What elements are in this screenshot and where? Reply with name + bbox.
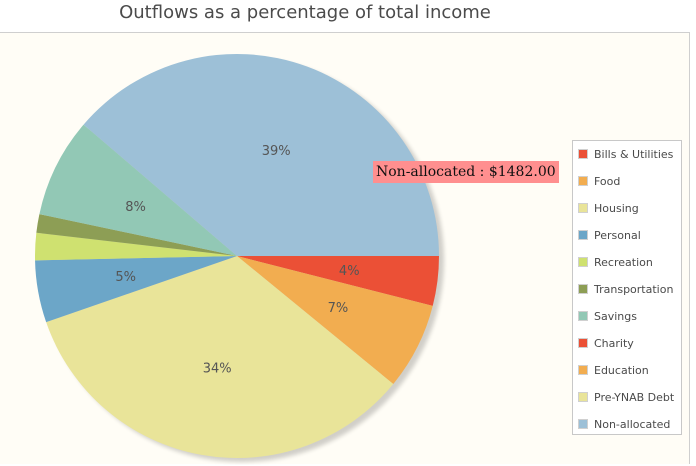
legend-label: Bills & Utilities [594,147,674,161]
legend-swatch [578,365,588,375]
legend-swatch [578,338,588,348]
legend-label: Non-allocated [594,417,671,431]
legend-swatch [578,311,588,321]
legend: Bills & Utilities Food Housing Personal Recr… [572,140,682,435]
legend-label: Education [594,363,649,377]
pie-slice-housing[interactable] [46,256,394,458]
legend-swatch [578,392,588,402]
slice-label-bills-utilities: 4% [339,264,360,279]
pie-chart: 4% 7% 34% 5% 8% 39% [34,53,444,462]
legend-item-pre-ynab-debt[interactable]: Pre-YNAB Debt [578,389,674,405]
legend-label: Transportation [594,282,674,296]
legend-label: Housing [594,201,639,215]
legend-label: Charity [594,336,634,350]
legend-swatch [578,149,588,159]
slice-label-food: 7% [328,301,349,316]
slice-label-personal: 5% [115,270,136,285]
legend-label: Pre-YNAB Debt [594,390,675,404]
legend-swatch [578,203,588,213]
pie-slice-non-allocated[interactable] [83,53,439,256]
legend-item-education[interactable]: Education [578,362,649,378]
legend-item-housing[interactable]: Housing [578,200,639,216]
legend-item-personal[interactable]: Personal [578,227,641,243]
legend-item-charity[interactable]: Charity [578,335,634,351]
pie-slice-bills-utilities[interactable] [237,256,439,306]
legend-item-non-allocated[interactable]: Non-allocated [578,416,670,432]
legend-label: Personal [594,228,641,242]
plot-area: 4% 7% 34% 5% 8% 39% Bills & Utilities Food Hous… [0,32,690,464]
legend-item-food[interactable]: Food [578,173,620,189]
legend-item-recreation[interactable]: Recreation [578,254,653,270]
slice-label-savings: 8% [125,200,146,215]
slice-label-non-allocated: 39% [262,144,291,159]
legend-swatch [578,176,588,186]
pie-slice-recreation[interactable] [34,232,237,261]
pie-slice-savings[interactable] [39,124,238,257]
legend-swatch [578,257,588,267]
legend-label: Food [594,174,621,188]
slice-label-housing: 34% [203,361,232,376]
legend-label: Savings [594,309,637,323]
legend-item-bills-utilities[interactable]: Bills & Utilities [578,146,673,162]
legend-swatch [578,230,588,240]
legend-swatch [578,284,588,294]
legend-label: Recreation [594,255,653,269]
slice-tooltip: Non-allocated : $1482.00 [373,161,559,183]
legend-swatch [578,419,588,429]
pie-slice-food[interactable] [237,256,433,385]
legend-item-transportation[interactable]: Transportation [578,281,673,297]
chart-title: Outflows as a percentage of total income [119,2,491,23]
pie-slice-transportation[interactable] [36,214,237,256]
legend-item-savings[interactable]: Savings [578,308,637,324]
pie-slice-personal[interactable] [35,256,238,323]
